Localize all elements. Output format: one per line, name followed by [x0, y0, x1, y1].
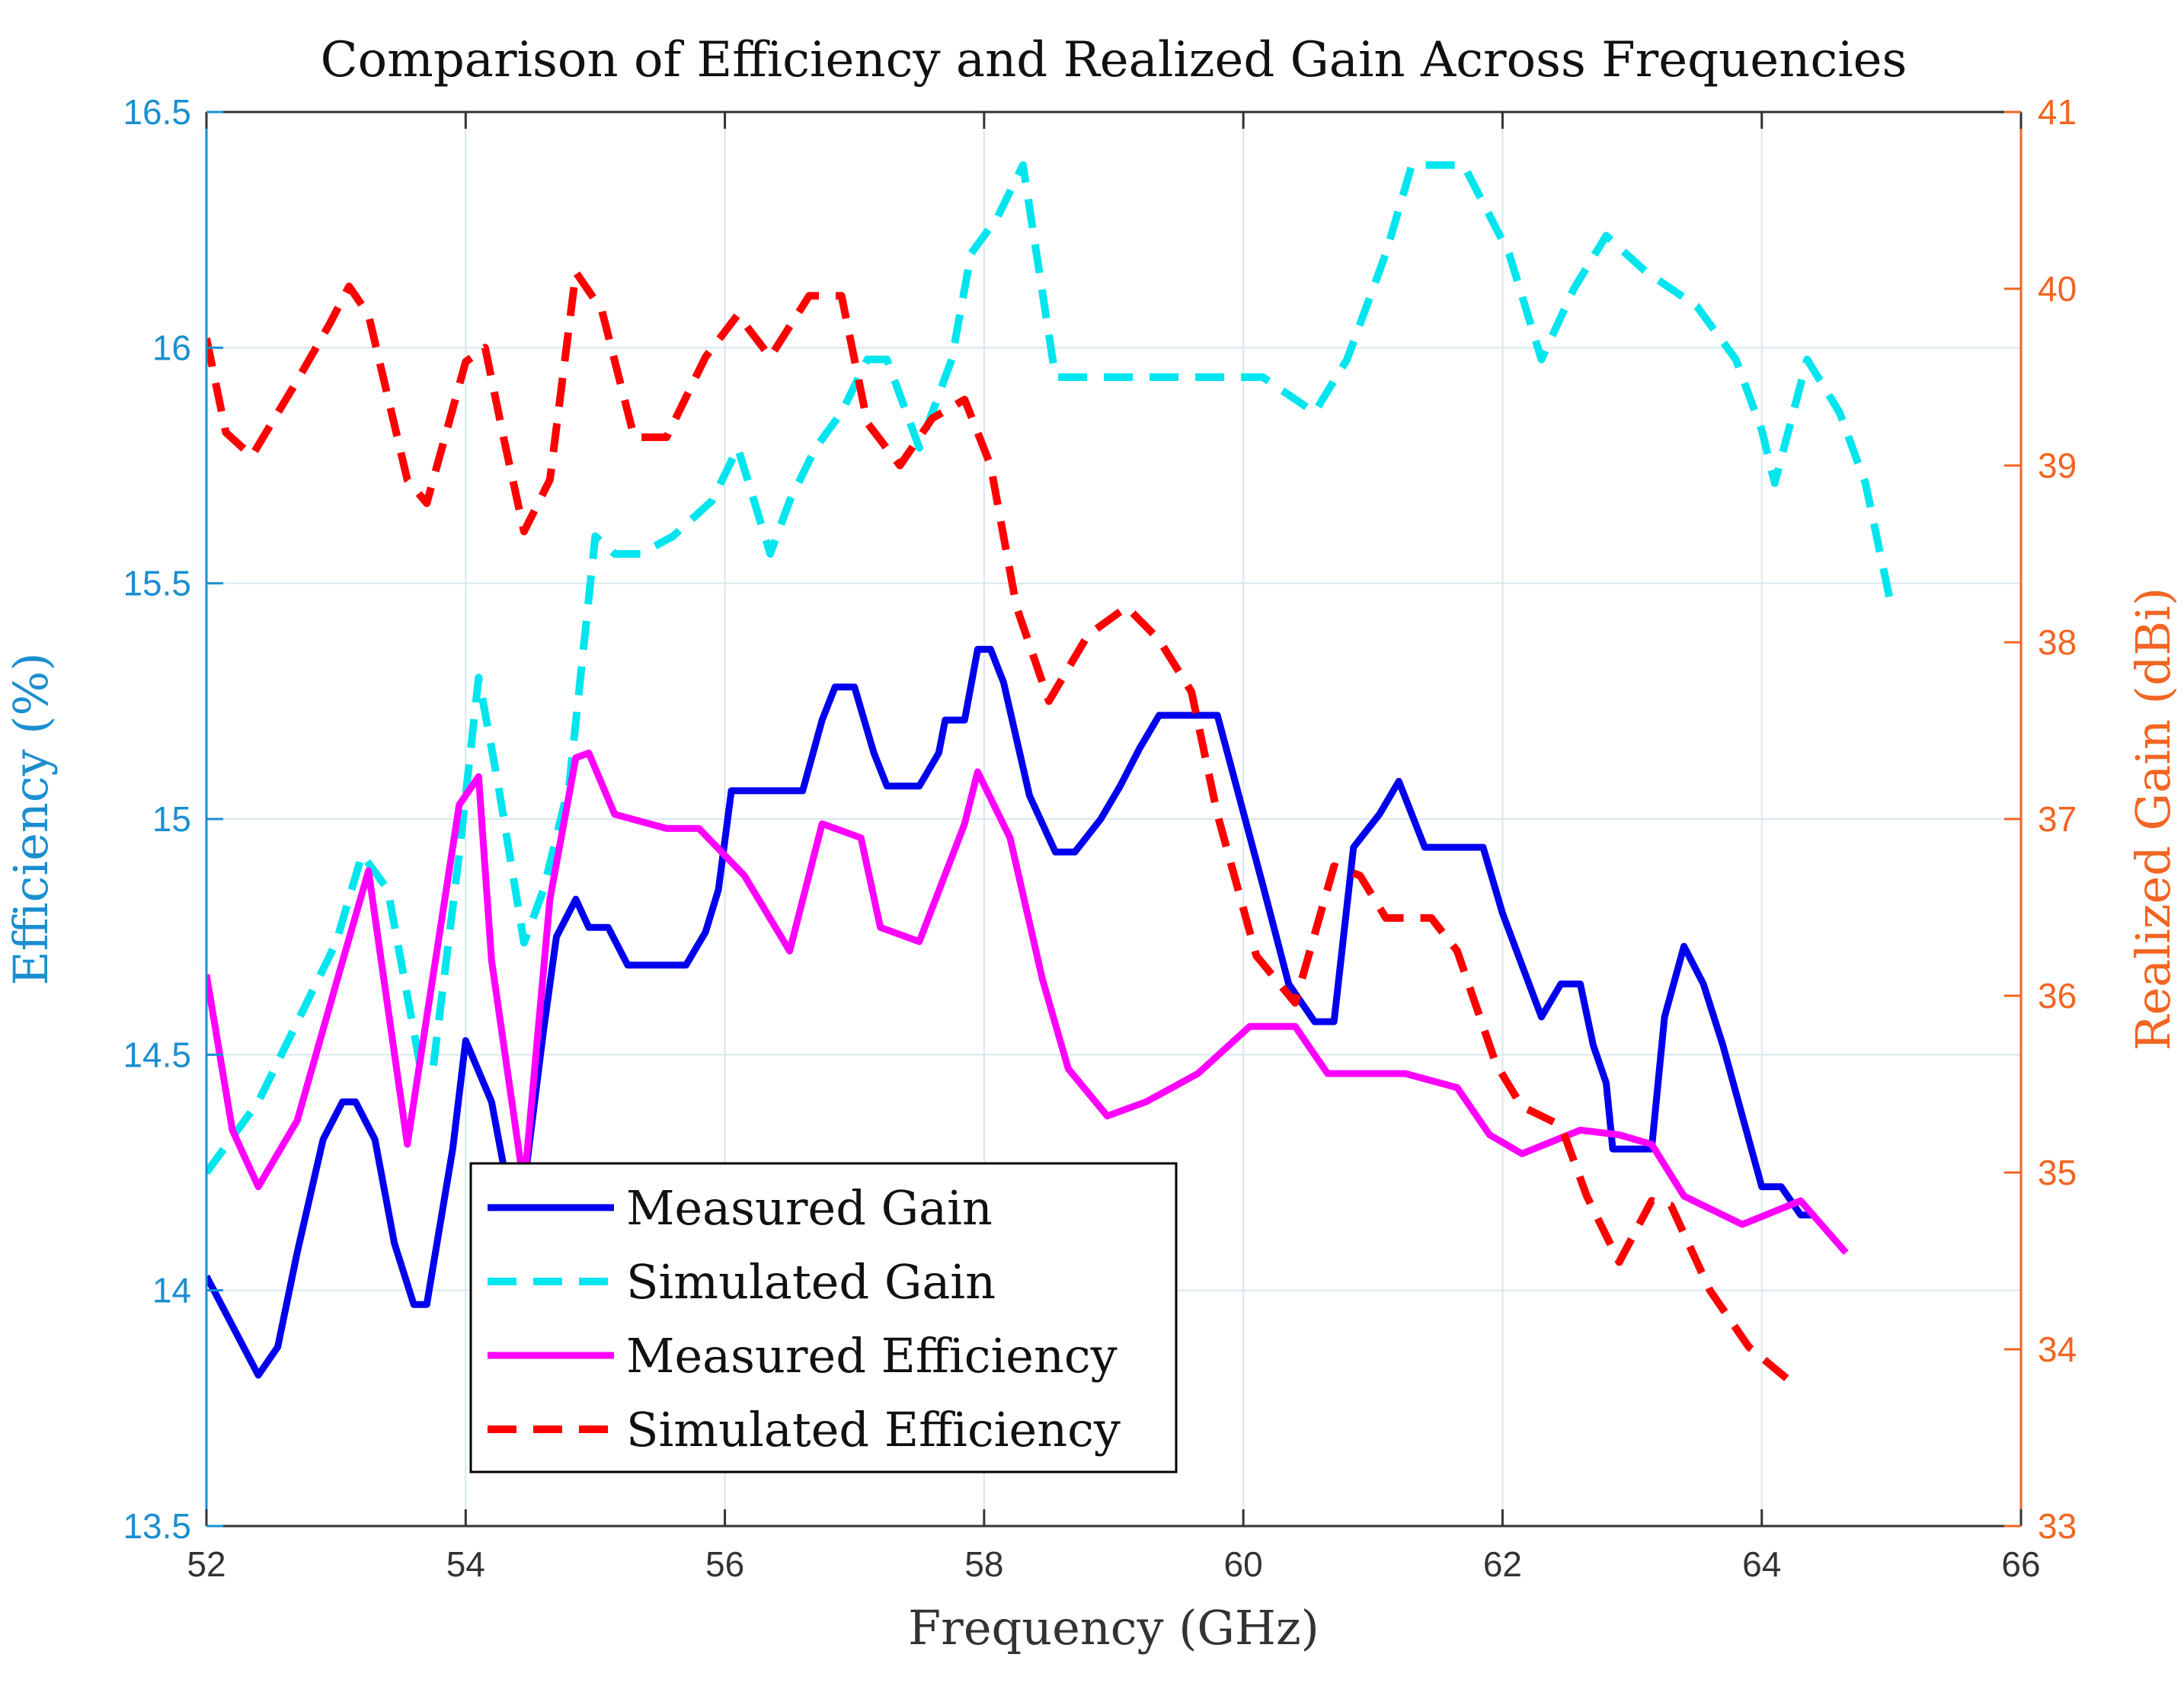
legend-label-measured-gain: Measured Gain [626, 1180, 993, 1236]
y-right-tick-label: 36 [2038, 976, 2077, 1016]
series-line-measured-gain [206, 645, 1814, 1379]
y-left-tick-label: 14.5 [123, 1035, 191, 1074]
x-tick-label: 52 [187, 1544, 225, 1584]
x-tick-label: 62 [1483, 1544, 1522, 1584]
legend-items: Measured Gain Simulated Gain Measured Effi… [488, 1180, 1121, 1457]
x-tick-label: 54 [446, 1544, 485, 1584]
x-tick-label: 56 [705, 1544, 744, 1584]
y-right-tick-label: 41 [2038, 92, 2077, 132]
y-left-tick-label: 16 [152, 328, 191, 367]
legend: Measured Gain Simulated Gain Measured Effi… [469, 1162, 1178, 1473]
series-line-simulated-gain [206, 161, 1895, 1175]
y-left-tick-label: 15 [152, 799, 191, 839]
y-right-tick-label: 35 [2038, 1153, 2077, 1192]
y-left-tick-label: 15.5 [123, 564, 191, 603]
chart-title: Comparison of Efficiency and Realized Ga… [321, 32, 1907, 88]
x-tick-label: 66 [2001, 1544, 2040, 1584]
x-ticks: 52 54 56 58 60 62 64 66 [187, 112, 2041, 1584]
y-left-ticks: 13.5 14 14.5 15 15.5 16 16.5 [123, 92, 223, 1546]
legend-label-measured-efficiency: Measured Efficiency [626, 1328, 1118, 1384]
y-right-ticks: 33 34 35 36 37 38 39 40 41 [2004, 92, 2077, 1546]
legend-box [469, 1162, 1178, 1473]
legend-label-simulated-efficiency: Simulated Efficiency [626, 1402, 1121, 1457]
y-right-tick-label: 39 [2038, 446, 2077, 485]
y-right-tick-label: 40 [2038, 269, 2077, 309]
y-left-tick-label: 13.5 [123, 1506, 191, 1546]
y-right-tick-label: 33 [2038, 1506, 2077, 1546]
series-line-measured-efficiency [206, 749, 1849, 1256]
x-tick-label: 58 [964, 1544, 1003, 1584]
y-axis-left-label: Efficiency (%) [3, 652, 59, 985]
y-right-tick-label: 37 [2038, 799, 2077, 839]
y-left-tick-label: 16.5 [123, 92, 191, 132]
y-left-tick-label: 14 [152, 1271, 191, 1310]
y-right-tick-label: 38 [2038, 622, 2077, 662]
x-axis-label: Frequency (GHz) [908, 1600, 1319, 1656]
series-group [206, 161, 1895, 1388]
series-line-simulated-efficiency [206, 268, 1797, 1388]
x-tick-label: 60 [1224, 1544, 1263, 1584]
y-right-tick-label: 34 [2038, 1329, 2077, 1369]
legend-label-simulated-gain: Simulated Gain [626, 1254, 996, 1310]
x-tick-label: 64 [1742, 1544, 1781, 1584]
y-axis-right-label: Realized Gain (dBi) [2125, 587, 2181, 1051]
